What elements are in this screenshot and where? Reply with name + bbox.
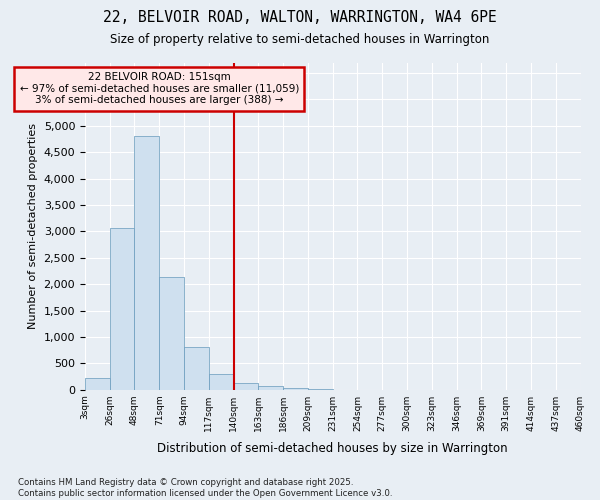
Text: Contains HM Land Registry data © Crown copyright and database right 2025.
Contai: Contains HM Land Registry data © Crown c… (18, 478, 392, 498)
Text: 22, BELVOIR ROAD, WALTON, WARRINGTON, WA4 6PE: 22, BELVOIR ROAD, WALTON, WARRINGTON, WA… (103, 10, 497, 25)
Bar (110, 228, 134, 390)
Bar (85, 378, 110, 390)
Bar (283, 388, 308, 390)
Bar (184, 348, 209, 390)
Bar (209, 374, 233, 390)
Bar (308, 389, 333, 390)
Bar (134, 136, 159, 390)
X-axis label: Distribution of semi-detached houses by size in Warrington: Distribution of semi-detached houses by … (157, 442, 508, 455)
Bar (159, 278, 184, 390)
Y-axis label: Number of semi-detached properties: Number of semi-detached properties (28, 123, 38, 329)
Text: 22 BELVOIR ROAD: 151sqm
← 97% of semi-detached houses are smaller (11,059)
3% of: 22 BELVOIR ROAD: 151sqm ← 97% of semi-de… (20, 72, 299, 106)
Bar (259, 386, 283, 390)
Bar (233, 383, 259, 390)
Text: Size of property relative to semi-detached houses in Warrington: Size of property relative to semi-detach… (110, 32, 490, 46)
